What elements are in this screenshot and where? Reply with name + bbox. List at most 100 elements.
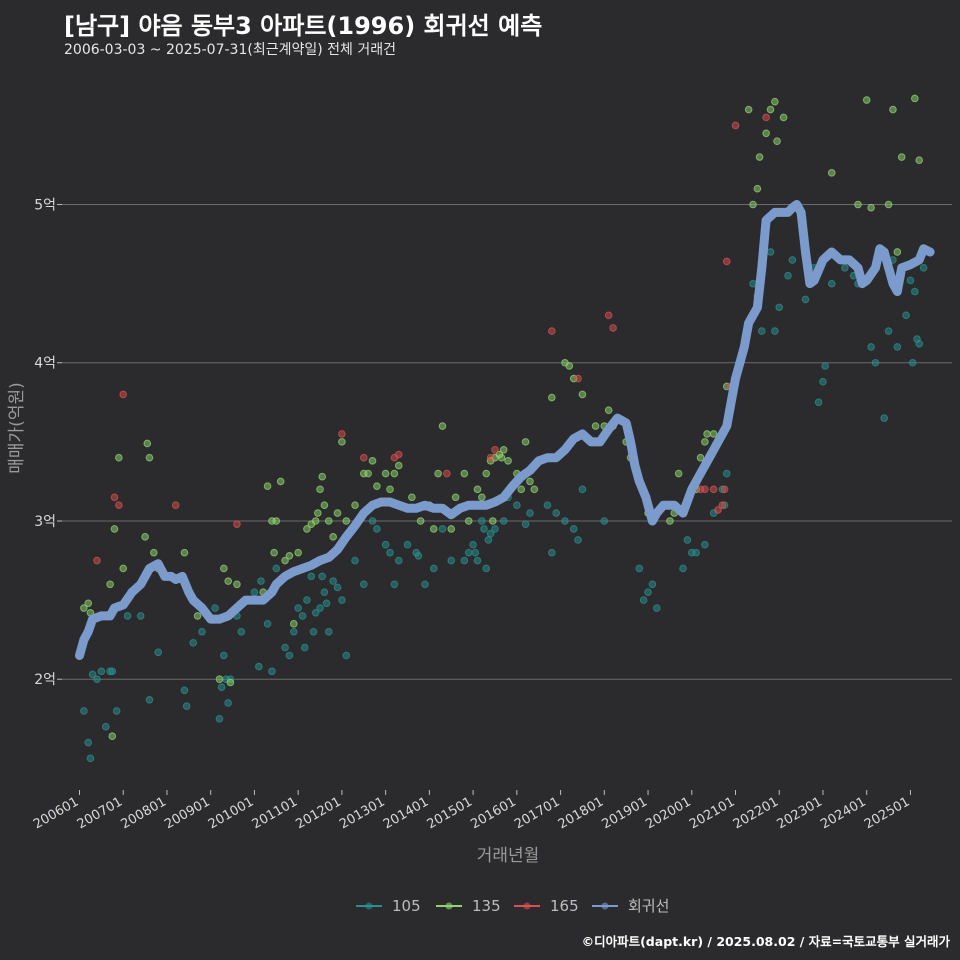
trend-line — [75, 200, 935, 660]
data-point-135 — [429, 525, 438, 533]
data-point-105 — [294, 604, 302, 612]
data-point-105 — [220, 651, 228, 660]
data-point-135 — [696, 453, 705, 462]
data-point-135 — [333, 509, 342, 517]
data-point-105 — [683, 536, 692, 544]
data-point-105 — [473, 556, 482, 565]
data-point-105 — [307, 572, 316, 581]
x-tick-label: 202001 — [643, 794, 693, 832]
data-point-135 — [438, 422, 447, 430]
data-point-135 — [394, 461, 403, 470]
data-point-105 — [300, 643, 309, 652]
legend-label: 회귀선 — [628, 897, 669, 915]
data-point-135 — [314, 509, 322, 517]
data-point-135 — [753, 184, 762, 193]
data-point-105 — [320, 588, 329, 596]
data-point-165 — [722, 257, 731, 266]
data-point-105 — [471, 548, 480, 557]
y-tick-label: 3억 — [34, 514, 56, 530]
data-point-105 — [578, 485, 587, 494]
data-point-135 — [416, 517, 425, 525]
data-point-105 — [635, 564, 644, 573]
data-point-135 — [744, 105, 753, 114]
y-axis: 2억 3억 4억 5억 — [34, 198, 62, 688]
data-point-135 — [193, 612, 202, 620]
data-point-105 — [368, 517, 377, 525]
x-tick-label: 201501 — [425, 794, 475, 832]
data-point-135 — [473, 485, 482, 494]
data-point-135 — [285, 552, 294, 560]
data-point-165 — [762, 113, 770, 122]
data-point-105 — [574, 536, 582, 544]
data-point-135 — [749, 200, 757, 209]
data-point-135 — [867, 203, 875, 212]
trend-line-group — [75, 200, 935, 660]
legend-key-dot — [523, 902, 531, 910]
data-point-135 — [703, 430, 711, 438]
data-point-105 — [491, 525, 499, 533]
data-point-105 — [484, 536, 493, 544]
data-point-105 — [298, 612, 307, 620]
data-point-105 — [421, 580, 429, 589]
data-point-135 — [478, 493, 486, 502]
data-point-105 — [771, 327, 779, 335]
data-point-105 — [182, 702, 191, 710]
data-point-135 — [386, 485, 394, 494]
data-point-105 — [908, 358, 917, 367]
x-tick-label: 201701 — [512, 794, 562, 832]
data-point-105 — [84, 738, 93, 747]
data-point-135 — [755, 153, 764, 161]
data-point-135 — [108, 732, 117, 740]
data-point-135 — [771, 97, 779, 106]
data-point-135 — [447, 525, 456, 533]
data-point-105 — [255, 662, 263, 671]
x-tick-label: 202501 — [862, 794, 912, 832]
data-point-105 — [414, 552, 423, 560]
data-point-105 — [447, 556, 456, 565]
data-point-105 — [289, 627, 298, 636]
data-point-135 — [884, 200, 893, 209]
data-point-105 — [250, 588, 259, 596]
data-point-105 — [652, 604, 661, 612]
data-point-135 — [517, 485, 526, 494]
data-point-105 — [322, 599, 331, 608]
data-point-105 — [814, 398, 823, 407]
data-point-135 — [351, 501, 359, 509]
data-point-135 — [143, 439, 152, 448]
data-point-135 — [303, 525, 311, 533]
x-tick-label: 200901 — [162, 794, 212, 832]
data-point-105 — [486, 529, 495, 538]
x-tick-label: 200701 — [75, 794, 125, 832]
data-point-105 — [600, 517, 609, 525]
data-point-135 — [115, 453, 123, 462]
x-tick-label: 202401 — [818, 794, 868, 832]
legend-item: 105 — [356, 897, 421, 915]
data-point-105 — [88, 670, 97, 679]
data-point-105 — [915, 339, 923, 348]
data-point-135 — [311, 517, 320, 525]
data-point-165 — [701, 485, 709, 494]
legend-item: 회귀선 — [592, 897, 669, 915]
data-point-135 — [701, 438, 709, 446]
data-point-135 — [591, 422, 600, 430]
legend-item: 165 — [514, 897, 579, 915]
data-point-105 — [521, 520, 530, 528]
data-point-135 — [565, 362, 574, 370]
data-point-105 — [272, 564, 281, 573]
x-tick-label: 202301 — [774, 794, 824, 832]
data-point-105 — [788, 256, 797, 264]
data-point-135 — [281, 556, 289, 565]
data-point-105 — [338, 596, 346, 604]
data-point-105 — [198, 627, 206, 636]
data-point-105 — [893, 343, 902, 351]
data-point-135 — [434, 469, 442, 478]
x-axis-title: 거래년월 — [477, 846, 540, 866]
data-point-105 — [919, 264, 928, 272]
data-point-105 — [189, 639, 198, 647]
data-point-135 — [106, 580, 114, 589]
data-point-105 — [333, 583, 342, 592]
data-point-135 — [709, 430, 718, 438]
data-point-135 — [488, 517, 497, 525]
data-point-135 — [390, 469, 399, 478]
